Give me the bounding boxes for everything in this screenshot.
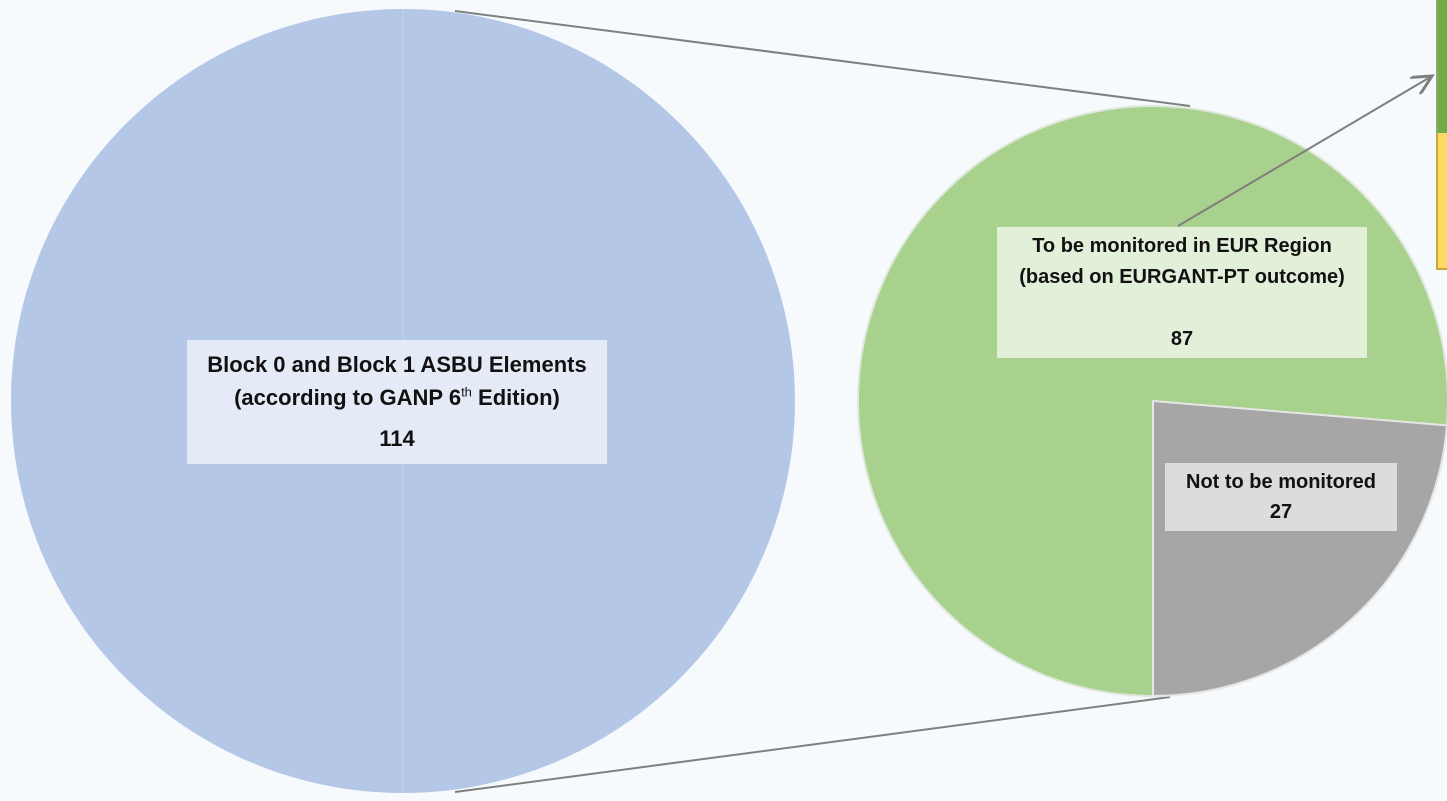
data-label-monitored-line1: To be monitored in EUR Region [1032, 235, 1332, 257]
data-label-monitored: To be monitored in EUR Region (based on … [997, 227, 1367, 358]
data-label-not-monitored-line1: Not to be monitored [1186, 471, 1376, 493]
data-label-total: Block 0 and Block 1 ASBU Elements (accor… [187, 340, 607, 464]
data-label-monitored-line2: (based on EURGANT-PT outcome) [1019, 266, 1345, 288]
connector-line-bottom [454, 696, 1171, 793]
data-label-total-line1: Block 0 and Block 1 ASBU Elements [207, 352, 587, 377]
pie-slice-not-monitored [1152, 399, 1447, 698]
legend-green-strip [1436, 0, 1447, 133]
data-label-total-line2-post: Edition) [471, 385, 560, 410]
data-label-total-line2: (according to GANP 6th Edition) [187, 381, 607, 414]
data-label-not-monitored: Not to be monitored 27 [1165, 463, 1397, 531]
data-label-total-line2-pre: (according to GANP 6 [234, 385, 462, 410]
data-label-total-sup: th [461, 384, 472, 400]
data-label-not-monitored-value: 27 [1269, 501, 1293, 523]
data-label-total-value: 114 [379, 426, 415, 451]
callout-arrow [1177, 76, 1432, 227]
data-label-monitored-value: 87 [1170, 328, 1194, 350]
legend-yellow-strip [1436, 133, 1447, 270]
connector-line-top [454, 10, 1191, 107]
